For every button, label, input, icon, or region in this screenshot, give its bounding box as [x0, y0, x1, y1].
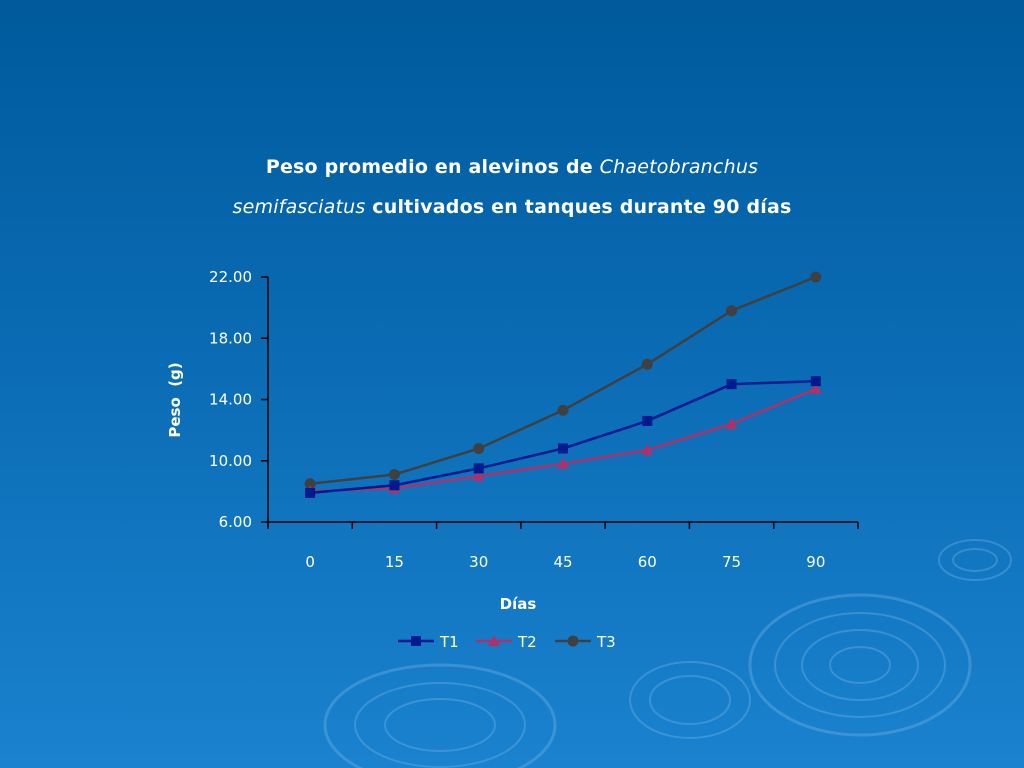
data-point-t3: [304, 478, 316, 490]
legend-item-t2: T2: [476, 633, 537, 651]
chart-title-species-epithet: semifasciatus: [232, 196, 366, 218]
legend: T1 T2 T3: [398, 633, 616, 651]
y-tick-label: 22.00: [209, 268, 252, 286]
y-tick-label: 18.00: [209, 329, 252, 347]
legend-label-t2: T2: [517, 633, 537, 651]
chart-title-line-1: Peso promedio en alevinos de Chaetobranc…: [0, 156, 1024, 178]
data-point-t2: [557, 457, 569, 469]
data-point-t3: [388, 469, 400, 481]
y-tick-label: 6.00: [219, 513, 252, 531]
data-point-t2: [725, 418, 738, 429]
data-point-t3: [641, 358, 653, 370]
data-point-t1: [305, 487, 316, 498]
data-point-t1: [558, 443, 568, 454]
chart-title-suffix: cultivados en tanques durante 90 días: [365, 196, 792, 218]
series-layer: [304, 271, 822, 498]
chart-title-prefix: Peso promedio en alevinos de: [265, 156, 600, 178]
x-tick-label: 60: [638, 553, 657, 571]
y-tick-label: 10.00: [209, 452, 252, 470]
x-tick-label: 45: [553, 553, 572, 571]
chart-title-species-genus: Chaetobranchus: [599, 156, 759, 178]
x-tick-label: 75: [722, 553, 741, 571]
data-point-t3: [726, 305, 738, 317]
y-tick-label: 14.00: [209, 391, 252, 409]
x-tick-label: 0: [305, 553, 315, 571]
data-point-t2: [809, 382, 822, 394]
x-tick-label: 30: [469, 553, 488, 571]
legend-item-t1: T1: [398, 633, 459, 651]
data-point-t3: [810, 271, 822, 283]
data-point-t2: [472, 470, 485, 482]
data-point-t2: [641, 444, 654, 456]
data-point-t1: [473, 463, 484, 474]
legend-label-t1: T1: [439, 633, 459, 651]
data-point-t3: [473, 443, 485, 454]
data-point-t1: [389, 480, 400, 491]
decorative-ripples: [323, 539, 1012, 768]
series-t1: [305, 376, 821, 498]
x-tick-label: 90: [806, 553, 825, 571]
data-point-t3: [557, 404, 569, 416]
y-axis-title-group: Peso (g): [166, 362, 184, 437]
x-tick-label: 15: [385, 553, 404, 571]
legend-marker-t2: [488, 635, 500, 646]
series-t2: [304, 382, 822, 497]
data-point-t1: [726, 379, 737, 390]
legend-label-t3: T3: [596, 633, 616, 651]
legend-marker-t1: [411, 636, 421, 646]
legend-item-t3: T3: [555, 633, 616, 651]
y-axis-title: Peso (g): [166, 362, 184, 437]
data-point-t1: [642, 415, 653, 426]
legend-marker-t3: [567, 635, 579, 647]
axes: 6.00 10.00 14.00 18.00 22.00 0 15 30 45 60 75 90: [209, 268, 859, 571]
series-t3: [304, 271, 822, 490]
data-point-t1: [810, 376, 821, 387]
x-axis-title: Días: [500, 595, 537, 613]
chart-title-line-2: semifasciatus cultivados en tanques dura…: [0, 196, 1024, 218]
